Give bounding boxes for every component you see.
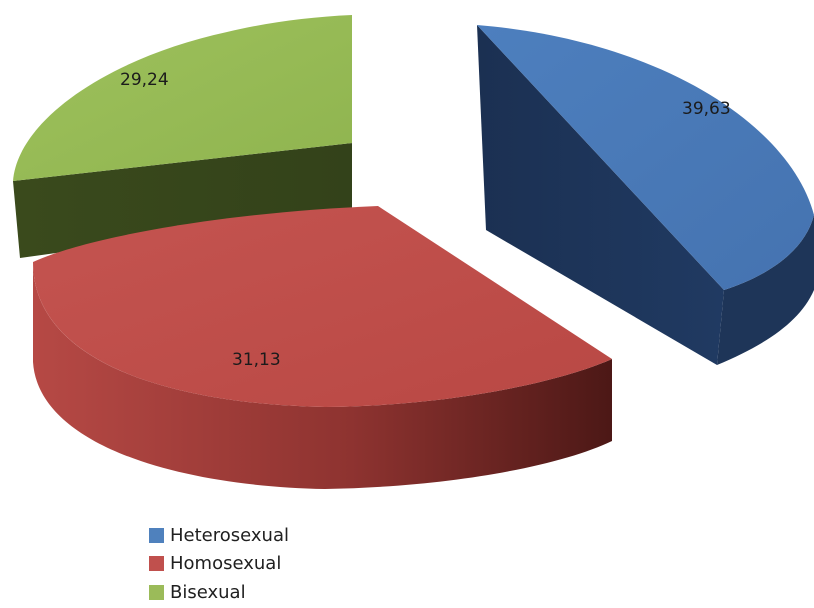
legend: Heterosexual Homosexual Bisexual [149, 521, 289, 607]
pie-slice-heterosexual-top [477, 25, 814, 290]
data-label-heterosexual: 39,63 [682, 99, 731, 119]
legend-item-homosexual: Homosexual [149, 550, 289, 579]
pie-slice-homosexual-side [33, 262, 612, 489]
legend-swatch-homosexual [149, 556, 164, 572]
pie-slice-bisexual-side [13, 15, 352, 258]
data-label-homosexual: 31,13 [232, 350, 281, 370]
pie-slice-bisexual [13, 15, 352, 258]
legend-label-heterosexual: Heterosexual [170, 524, 289, 546]
pie-slice-homosexual-top [33, 206, 612, 407]
legend-swatch-heterosexual [149, 527, 164, 543]
legend-label-bisexual: Bisexual [170, 581, 246, 603]
legend-label-homosexual: Homosexual [170, 553, 282, 575]
legend-item-bisexual: Bisexual [149, 578, 289, 607]
legend-item-heterosexual: Heterosexual [149, 521, 289, 550]
legend-swatch-bisexual [149, 584, 164, 600]
pie-slice-bisexual-top [13, 15, 352, 181]
data-label-bisexual: 29,24 [120, 70, 169, 90]
pie-slice-heterosexual-side-inner [477, 25, 724, 365]
pie-slice-homosexual [33, 206, 612, 489]
pie-slice-heterosexual [477, 25, 814, 365]
pie-slice-heterosexual-side-outer [717, 215, 814, 365]
